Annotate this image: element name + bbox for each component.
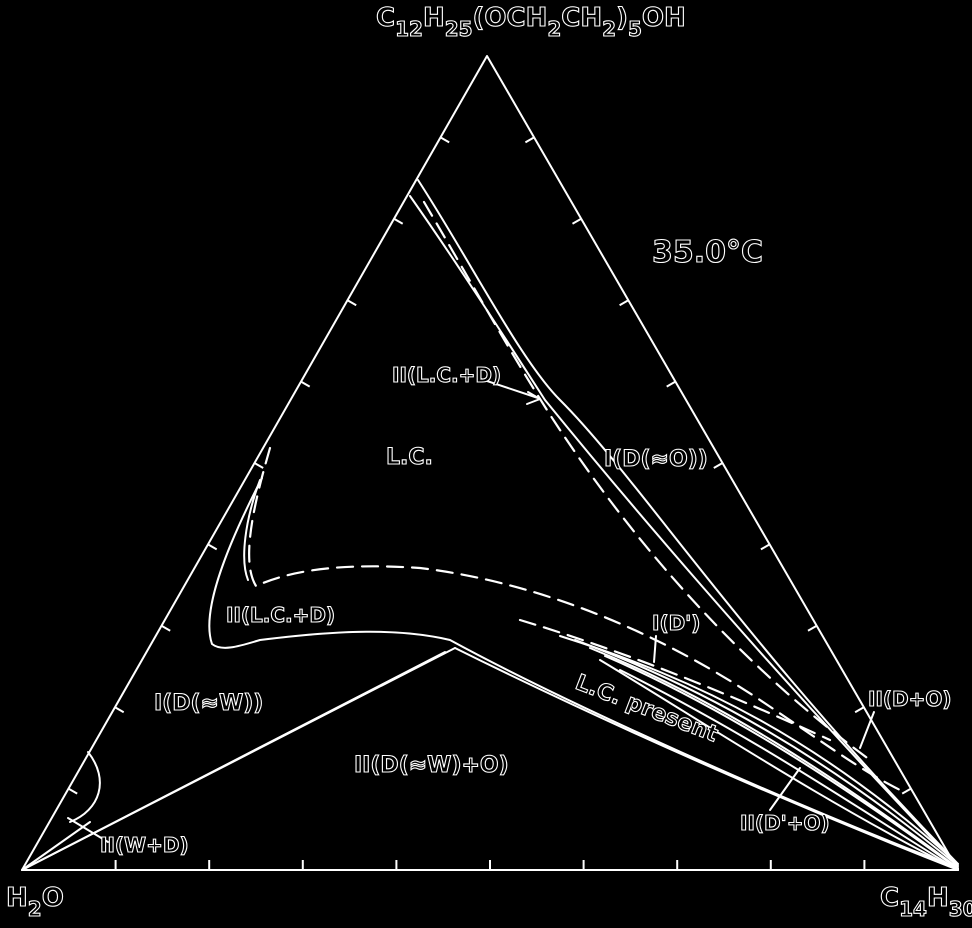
region-d-prime: I(D') bbox=[652, 611, 700, 635]
tick-mark bbox=[207, 543, 218, 551]
tick-mark bbox=[114, 706, 125, 714]
tick-mark bbox=[524, 136, 535, 144]
w-rich-boundary bbox=[208, 477, 959, 869]
lc-present-lower-line bbox=[454, 647, 959, 871]
tick-mark bbox=[666, 380, 676, 388]
tick-mark bbox=[300, 380, 311, 388]
lc-dashed-boundary bbox=[248, 446, 902, 792]
tick-mark bbox=[807, 624, 818, 632]
d-o-pointer bbox=[859, 711, 875, 749]
triangle-frame bbox=[21, 55, 959, 871]
tick-mark bbox=[760, 543, 771, 551]
region-d-oil-rich: I(D(≈O)) bbox=[604, 447, 708, 472]
d-phase-boundary-inner bbox=[409, 195, 959, 867]
d-phase-boundary-outer bbox=[417, 179, 959, 865]
tick-mark bbox=[161, 624, 171, 632]
w-d-pointer bbox=[67, 817, 109, 843]
d-prime-fan bbox=[559, 635, 959, 871]
vertex-oil-label: C14H30 bbox=[880, 883, 972, 921]
tick-mark bbox=[347, 299, 357, 307]
vertex-surfactant-label: C12H25(OCH2CH2)5OH bbox=[376, 3, 686, 41]
temperature-label: 35.0°C bbox=[652, 235, 763, 270]
region-lc-d-upper: II(L.C.+D) bbox=[392, 363, 501, 387]
lc-d-small-boundary bbox=[243, 479, 261, 581]
region-d-water-rich: I(D(≈W)) bbox=[154, 691, 263, 716]
tick-mark bbox=[572, 217, 582, 225]
d-prime-pointer bbox=[653, 635, 657, 663]
lc-d-arrow bbox=[477, 377, 539, 399]
lc-dashed-upper bbox=[422, 200, 872, 762]
tick-mark bbox=[901, 787, 912, 795]
tick-mark bbox=[854, 706, 865, 714]
tick-mark bbox=[254, 462, 264, 469]
w-d-lobe bbox=[69, 751, 101, 823]
tick-mark bbox=[713, 462, 723, 469]
region-lc-d-lower: II(L.C.+D) bbox=[226, 603, 335, 627]
d-prime-dashed bbox=[518, 618, 832, 742]
axis-ticks bbox=[68, 136, 912, 870]
lc-d-arrow-head bbox=[526, 391, 541, 405]
d-prime-o-pointer bbox=[769, 767, 801, 811]
w-d-inner-line bbox=[21, 821, 91, 871]
region-d-oil: II(D+O) bbox=[868, 687, 952, 711]
tick-mark bbox=[440, 136, 450, 144]
tick-mark bbox=[68, 787, 78, 795]
vertex-water-label: H2O bbox=[6, 883, 64, 921]
region-water-d: II(W+D) bbox=[100, 833, 189, 857]
region-d-water-oil: II(D(≈W)+O) bbox=[354, 753, 509, 778]
region-lc: L.C. bbox=[386, 445, 433, 470]
tick-mark bbox=[619, 299, 629, 307]
region-d-prime-oil: II(D'+O) bbox=[740, 811, 830, 835]
tick-mark bbox=[393, 217, 404, 225]
